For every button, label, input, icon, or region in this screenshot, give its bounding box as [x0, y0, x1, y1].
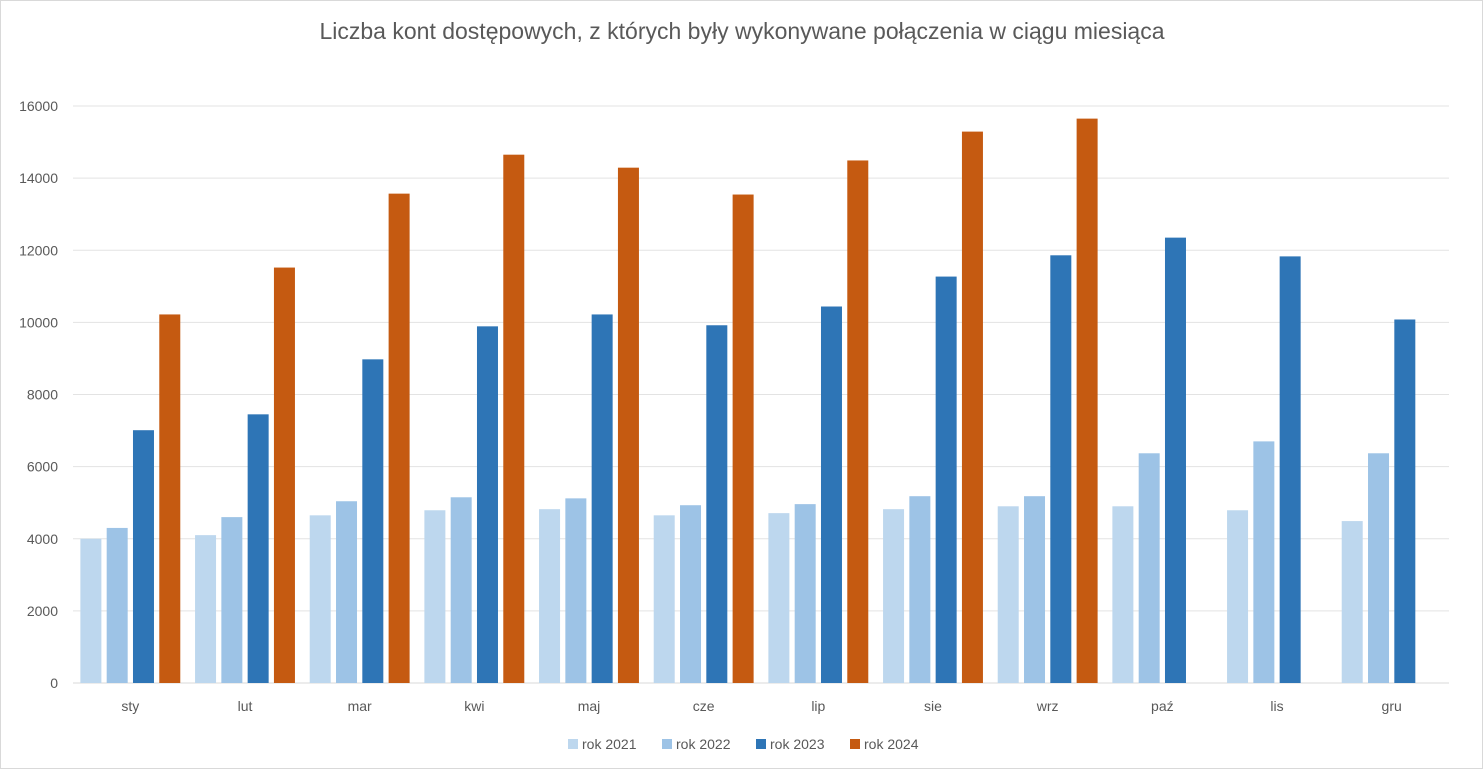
- x-tick-label: maj: [578, 698, 601, 714]
- bar-rok-2023-cze: [706, 325, 728, 683]
- legend: rok 2021 rok 2022 rok 2023 rok 2024: [568, 736, 919, 752]
- y-tick-label: 4000: [27, 531, 58, 547]
- x-tick-label: lis: [1270, 698, 1283, 714]
- bar-rok-2023-wrz: [1050, 255, 1072, 683]
- x-tick-label: cze: [693, 698, 715, 714]
- bars: [80, 118, 1416, 684]
- bar-rok-2021-lip: [768, 513, 790, 683]
- bar-rok-2021-paź: [1112, 506, 1134, 683]
- legend-label: rok 2021: [582, 736, 637, 752]
- bar-rok-2022-paź: [1138, 453, 1160, 683]
- bar-rok-2023-lis: [1279, 256, 1301, 683]
- x-tick-label: sty: [121, 698, 139, 714]
- bar-rok-2021-maj: [539, 509, 561, 683]
- y-tick-label: 6000: [27, 459, 58, 475]
- y-tick-label: 12000: [19, 242, 58, 258]
- bar-rok-2022-lis: [1253, 441, 1275, 683]
- bar-rok-2022-cze: [680, 505, 702, 683]
- x-axis: sty lut mar kwi maj cze lip sie wrz paź lis gru: [121, 698, 1401, 714]
- bar-rok-2023-gru: [1394, 319, 1416, 683]
- bar-rok-2023-sie: [935, 276, 957, 683]
- y-tick-label: 8000: [27, 387, 58, 403]
- x-tick-label: lip: [811, 698, 825, 714]
- x-tick-label: mar: [348, 698, 372, 714]
- legend-label: rok 2022: [676, 736, 731, 752]
- legend-swatch: [662, 739, 672, 749]
- legend-swatch: [568, 739, 578, 749]
- bar-rok-2023-maj: [591, 314, 613, 683]
- bar-rok-2024-lip: [847, 160, 869, 684]
- bar-rok-2024-sie: [961, 131, 983, 683]
- bar-rok-2022-sie: [909, 496, 931, 683]
- y-tick-label: 0: [50, 675, 58, 691]
- x-tick-label: paź: [1151, 698, 1174, 714]
- bar-rok-2022-maj: [565, 498, 587, 683]
- bar-rok-2022-wrz: [1024, 496, 1046, 683]
- bar-rok-2023-paź: [1164, 237, 1186, 684]
- chart-title: Liczba kont dostępowych, z których były …: [319, 18, 1164, 44]
- bar-rok-2021-cze: [653, 515, 675, 683]
- x-tick-label: gru: [1382, 698, 1402, 714]
- bar-rok-2024-sty: [159, 314, 181, 683]
- bar-rok-2023-kwi: [476, 326, 498, 683]
- y-tick-label: 10000: [19, 314, 58, 330]
- legend-label: rok 2024: [864, 736, 919, 752]
- bar-rok-2021-lut: [195, 535, 217, 683]
- x-tick-label: wrz: [1036, 698, 1059, 714]
- legend-swatch: [850, 739, 860, 749]
- bar-rok-2021-wrz: [997, 506, 1019, 683]
- bar-rok-2022-gru: [1368, 453, 1390, 683]
- legend-swatch: [756, 739, 766, 749]
- y-axis: 0 2000 4000 6000 8000 10000 12000 14000 16000: [19, 98, 58, 691]
- bar-rok-2022-kwi: [450, 497, 472, 683]
- bar-rok-2021-sty: [80, 538, 102, 683]
- bar-rok-2023-lut: [247, 414, 269, 683]
- bar-rok-2021-kwi: [424, 510, 446, 683]
- bar-rok-2024-mar: [388, 193, 410, 683]
- bar-rok-2024-kwi: [503, 154, 525, 683]
- bar-rok-2022-lut: [221, 517, 243, 683]
- bar-rok-2023-sty: [132, 430, 154, 683]
- y-tick-label: 16000: [19, 98, 58, 114]
- bar-rok-2021-gru: [1341, 521, 1363, 683]
- bar-rok-2022-sty: [106, 527, 128, 683]
- bar-rok-2021-sie: [883, 509, 905, 683]
- bar-rok-2024-cze: [732, 194, 754, 683]
- x-tick-label: sie: [924, 698, 942, 714]
- bar-rok-2022-mar: [336, 501, 358, 683]
- bar-rok-2024-wrz: [1076, 118, 1098, 683]
- legend-label: rok 2023: [770, 736, 825, 752]
- y-tick-label: 2000: [27, 603, 58, 619]
- bar-rok-2024-maj: [617, 167, 639, 683]
- gridlines: [73, 105, 1449, 684]
- bar-rok-2023-mar: [362, 359, 384, 683]
- bar-rok-2021-lis: [1227, 510, 1249, 683]
- bar-rok-2023-lip: [820, 306, 842, 683]
- y-tick-label: 14000: [19, 170, 58, 186]
- bar-rok-2024-lut: [273, 267, 295, 683]
- x-tick-label: lut: [238, 698, 253, 714]
- bar-rok-2021-mar: [309, 515, 331, 683]
- x-tick-label: kwi: [464, 698, 484, 714]
- bar-rok-2022-lip: [794, 504, 816, 683]
